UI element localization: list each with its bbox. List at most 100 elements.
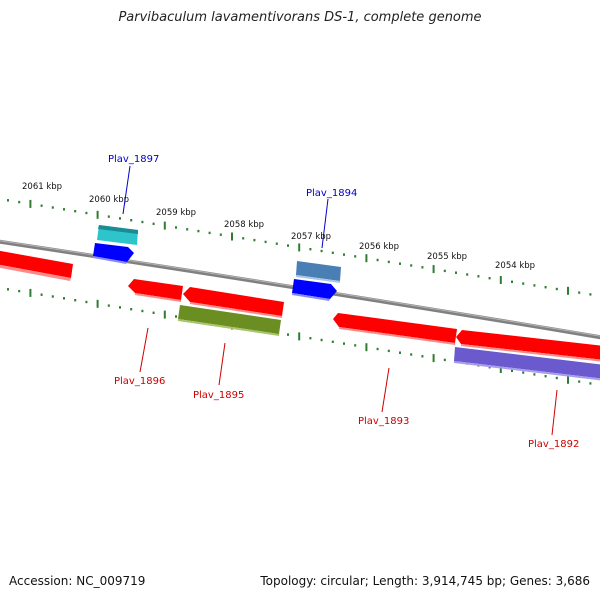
lower-major-tick: [365, 343, 368, 352]
lower-minor-tick: [309, 337, 312, 340]
upper-minor-tick: [275, 242, 278, 245]
lower-major-tick: [567, 375, 569, 384]
lower-minor-tick: [354, 344, 357, 347]
scale-track-upper: [7, 199, 592, 296]
lower-minor-tick: [175, 315, 177, 318]
lower-minor-tick: [40, 293, 43, 296]
lower-major-tick: [432, 354, 435, 363]
upper-minor-tick: [208, 231, 211, 235]
upper-minor-tick: [477, 275, 480, 278]
cds-feature-1896[interactable]: [128, 279, 183, 302]
scale-label: 2059 kbp: [156, 208, 196, 218]
lower-major-tick: [29, 288, 32, 297]
upper-minor-tick: [511, 280, 513, 283]
gene-label-plav-1897[interactable]: Plav_1897: [108, 154, 159, 165]
upper-minor-tick: [589, 293, 592, 296]
lower-minor-tick: [130, 308, 133, 311]
lower-minor-tick: [443, 358, 446, 362]
gene-label-plav-1893[interactable]: Plav_1893: [358, 416, 409, 427]
upper-minor-tick: [242, 237, 245, 240]
upper-minor-tick: [578, 291, 581, 294]
upper-minor-tick: [376, 258, 379, 262]
upper-minor-tick: [544, 286, 547, 289]
lower-minor-tick: [7, 288, 9, 291]
upper-minor-tick: [51, 206, 54, 209]
lower-minor-tick: [511, 369, 513, 372]
gene-label-plav-1892[interactable]: Plav_1892: [528, 439, 579, 450]
upper-major-tick: [96, 210, 99, 219]
lower-minor-tick: [287, 333, 289, 336]
lower-minor-tick: [533, 373, 536, 376]
gene-label-plav-1894[interactable]: Plav_1894: [306, 188, 357, 199]
lower-minor-tick: [410, 353, 413, 356]
lower-minor-tick: [544, 375, 547, 378]
scale-label: 2057 kbp: [291, 232, 331, 242]
cds-feature-1894b[interactable]: [292, 279, 337, 301]
upper-minor-tick: [331, 251, 334, 254]
cds-feature-1893[interactable]: [333, 313, 457, 345]
cds-feature-1895a[interactable]: [183, 287, 284, 318]
upper-major-tick: [567, 286, 569, 295]
cds-feature-1894a[interactable]: [296, 261, 341, 283]
lower-minor-tick: [399, 351, 401, 354]
upper-minor-tick: [40, 204, 43, 207]
upper-major-tick: [298, 243, 301, 252]
upper-major-tick: [499, 276, 502, 284]
lower-major-tick: [96, 299, 99, 308]
lower-minor-tick: [589, 382, 592, 385]
upper-minor-tick: [175, 226, 177, 229]
upper-minor-tick: [264, 240, 267, 244]
lower-minor-tick: [555, 376, 558, 380]
lower-minor-tick: [119, 306, 121, 309]
upper-minor-tick: [253, 238, 256, 242]
upper-minor-tick: [85, 211, 88, 215]
upper-minor-tick: [421, 266, 424, 269]
lower-minor-tick: [343, 342, 345, 345]
scale-label: 2058 kbp: [224, 220, 264, 230]
upper-minor-tick: [488, 277, 491, 280]
upper-minor-tick: [18, 200, 21, 204]
lower-minor-tick: [320, 338, 323, 342]
upper-minor-tick: [197, 229, 200, 233]
upper-minor-tick: [343, 253, 345, 256]
leader-line: [551, 389, 558, 436]
upper-major-tick: [365, 254, 368, 263]
accession-text: Accession: NC_009719: [9, 574, 146, 588]
gene-label-plav-1896[interactable]: Plav_1896: [114, 376, 165, 387]
genome-stats-text: Topology: circular; Length: 3,914,745 bp…: [260, 574, 590, 588]
lower-minor-tick: [421, 355, 424, 358]
upper-minor-tick: [555, 287, 558, 291]
upper-minor-tick: [186, 228, 189, 231]
lower-minor-tick: [152, 311, 155, 314]
upper-minor-tick: [63, 208, 65, 211]
scale-label: 2056 kbp: [359, 242, 399, 252]
lower-minor-tick: [18, 289, 21, 293]
upper-minor-tick: [74, 210, 77, 213]
scale-label: 2061 kbp: [22, 182, 62, 192]
upper-minor-tick: [455, 271, 457, 274]
lower-minor-tick: [74, 299, 77, 302]
cds-feature-1897b[interactable]: [93, 243, 134, 264]
upper-minor-tick: [309, 248, 312, 251]
upper-minor-tick: [399, 262, 401, 265]
upper-minor-tick: [119, 217, 121, 220]
cds-feature-1892b[interactable]: [454, 347, 600, 381]
cds-feature-1892a[interactable]: [456, 330, 600, 362]
upper-minor-tick: [522, 282, 525, 285]
lower-major-tick: [499, 365, 502, 373]
gene-label-plav-1895[interactable]: Plav_1895: [193, 390, 244, 401]
upper-major-tick: [432, 265, 435, 274]
scale-labels: 2061 kbp 2060 kbp 2059 kbp 2058 kbp 2057…: [22, 182, 535, 271]
leader-line: [321, 198, 329, 249]
leader-line: [122, 165, 131, 215]
upper-minor-tick: [443, 269, 446, 273]
lower-major-tick: [298, 332, 301, 341]
cds-feature-left-edge[interactable]: [0, 250, 73, 281]
upper-minor-tick: [130, 219, 133, 222]
cds-feature-1895b[interactable]: [178, 305, 281, 336]
upper-major-tick: [29, 199, 32, 208]
cds-feature-1897a[interactable]: [97, 225, 138, 245]
lower-minor-tick: [51, 295, 54, 298]
lower-minor-tick: [107, 304, 110, 307]
scale-label: 2055 kbp: [427, 252, 467, 262]
